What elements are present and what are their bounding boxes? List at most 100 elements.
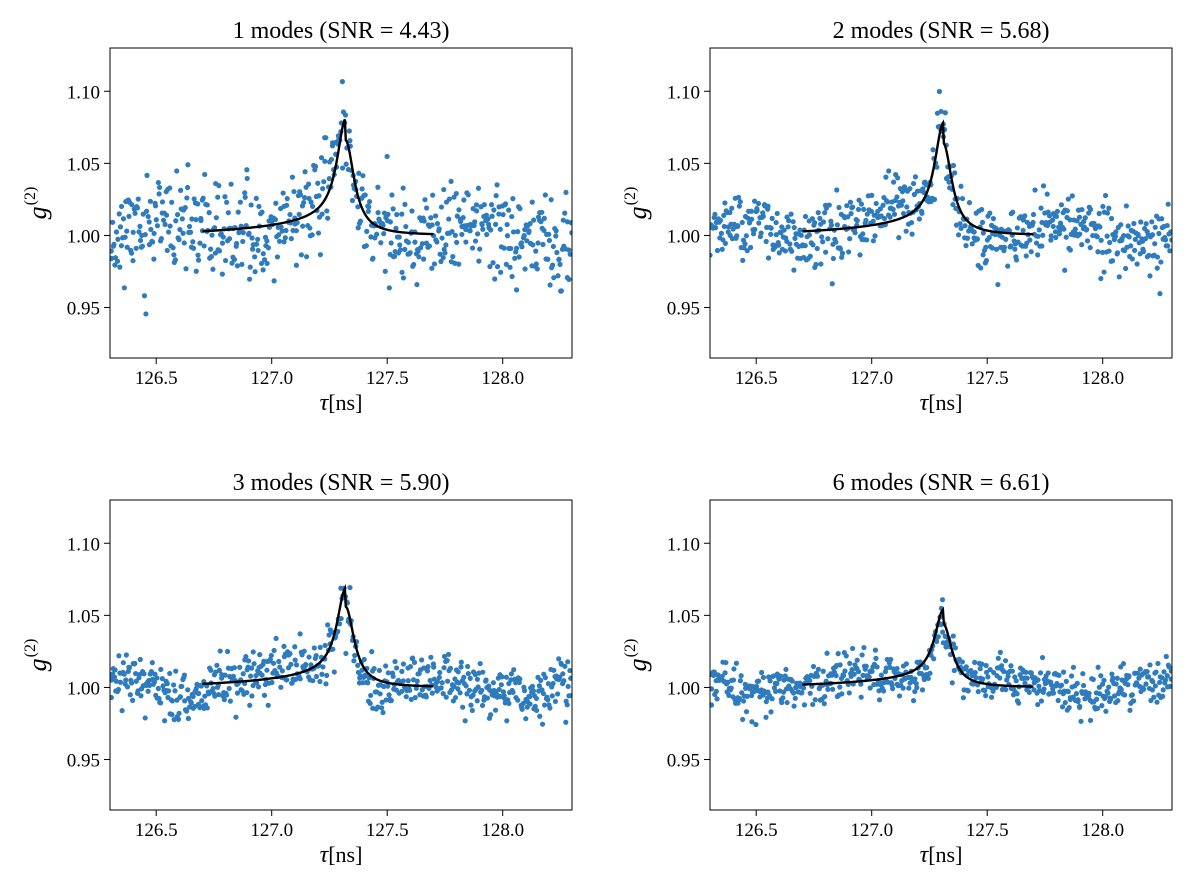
- data-point: [509, 213, 515, 220]
- data-point: [115, 236, 121, 242]
- data-point: [881, 215, 888, 222]
- data-point: [509, 273, 515, 280]
- data-point: [898, 202, 905, 208]
- data-point: [1048, 233, 1054, 239]
- data-point: [130, 258, 136, 264]
- data-point: [278, 684, 284, 690]
- data-point: [768, 225, 774, 231]
- data-point: [392, 658, 398, 665]
- data-point: [284, 202, 290, 208]
- data-point: [224, 199, 230, 205]
- data-point: [296, 211, 302, 217]
- y-axis-label: g(2): [22, 639, 52, 672]
- data-point: [551, 667, 557, 673]
- data-point: [217, 648, 223, 654]
- data-point: [930, 147, 936, 153]
- data-point: [388, 240, 394, 246]
- data-point: [365, 208, 371, 215]
- data-point: [1005, 263, 1011, 269]
- data-point: [246, 276, 253, 282]
- data-point: [740, 257, 746, 263]
- data-point: [940, 629, 946, 635]
- data-point: [308, 662, 314, 668]
- data-point: [423, 694, 429, 700]
- data-point: [249, 246, 256, 252]
- data-point: [542, 675, 548, 681]
- data-point: [744, 693, 750, 699]
- fit-line: [202, 118, 434, 236]
- data-point: [308, 199, 314, 205]
- x-tick-label: 127.5: [966, 368, 1009, 389]
- data-point: [913, 681, 919, 687]
- data-point: [510, 689, 516, 695]
- data-point: [950, 633, 956, 639]
- data-point: [368, 692, 374, 699]
- data-point: [1086, 690, 1092, 696]
- data-point: [371, 665, 377, 672]
- data-point: [458, 664, 464, 670]
- data-point: [489, 213, 495, 219]
- data-point: [1157, 679, 1163, 686]
- data-point: [557, 674, 563, 680]
- data-point: [138, 693, 144, 699]
- data-point: [253, 672, 259, 679]
- data-point: [438, 685, 444, 691]
- data-point: [1036, 683, 1042, 689]
- data-point: [880, 202, 886, 208]
- data-point: [197, 240, 203, 246]
- data-point: [1164, 673, 1170, 679]
- data-point: [248, 665, 255, 671]
- data-point: [521, 233, 527, 239]
- data-point: [479, 222, 485, 228]
- data-point: [260, 251, 266, 257]
- data-point: [379, 699, 385, 705]
- data-point: [1120, 661, 1127, 667]
- data-point: [931, 656, 937, 662]
- data-point: [1100, 203, 1106, 210]
- data-point: [340, 165, 346, 171]
- y-tick-label: 1.10: [667, 82, 700, 103]
- data-point: [364, 228, 370, 235]
- data-point: [1003, 236, 1009, 242]
- data-point: [351, 658, 357, 664]
- data-point: [366, 204, 372, 210]
- data-point: [152, 203, 159, 209]
- data-point: [740, 698, 747, 704]
- data-point: [934, 638, 940, 645]
- data-point: [1132, 236, 1138, 243]
- data-point: [1152, 224, 1158, 230]
- y-axis-label: g(2): [622, 187, 652, 220]
- data-point: [258, 260, 265, 267]
- x-axis-unit: [ns]: [328, 842, 362, 867]
- data-point: [1061, 226, 1067, 232]
- data-point: [259, 672, 265, 678]
- data-point: [993, 246, 1000, 252]
- data-point: [483, 677, 489, 683]
- data-point: [400, 678, 406, 684]
- data-point: [465, 671, 471, 677]
- data-point: [860, 231, 866, 237]
- data-point: [889, 686, 896, 692]
- data-point: [400, 185, 406, 191]
- data-point: [265, 245, 271, 251]
- data-point: [124, 228, 130, 234]
- data-point: [250, 682, 256, 689]
- data-point: [1098, 275, 1104, 282]
- data-point: [1132, 247, 1138, 253]
- data-point: [955, 232, 962, 238]
- data-point: [551, 275, 557, 281]
- data-point: [155, 685, 161, 692]
- data-point: [858, 694, 864, 700]
- data-point: [193, 268, 199, 274]
- data-point: [876, 697, 883, 703]
- data-point: [260, 267, 266, 273]
- data-point: [563, 189, 569, 195]
- data-point: [847, 236, 853, 242]
- data-point: [1035, 233, 1041, 239]
- data-point: [158, 666, 164, 673]
- data-point: [292, 644, 298, 650]
- data-point: [1075, 698, 1081, 705]
- data-point: [723, 659, 729, 666]
- data-point: [349, 197, 356, 204]
- data-point: [1146, 252, 1152, 258]
